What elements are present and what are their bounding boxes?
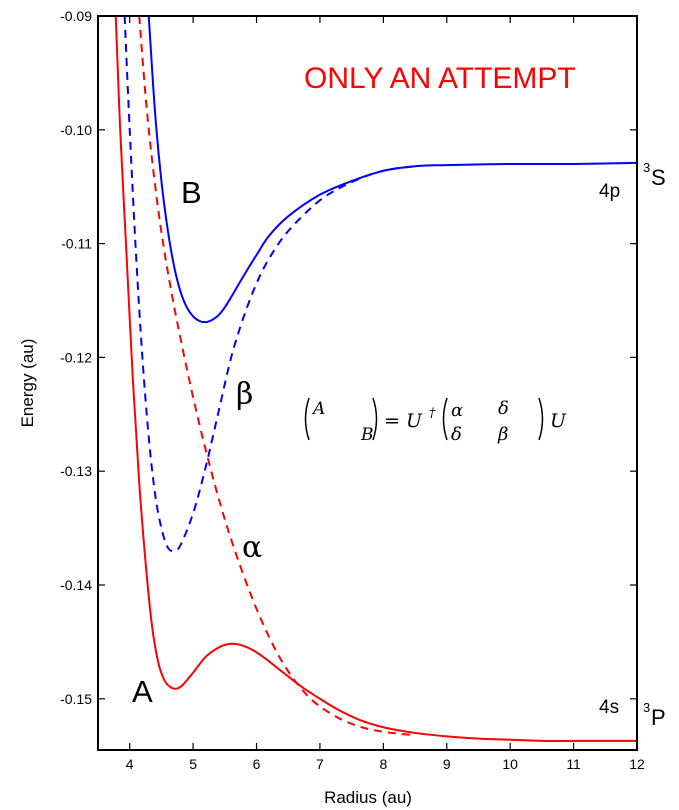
trailing-U: U [550,410,567,432]
x-tick-label: 12 [629,756,645,772]
y-tick-label: -0.10 [60,122,92,138]
state-label-upper: S [651,165,666,190]
state-label-lower-sup: 3 [643,700,650,715]
left-paren-2 [442,397,448,441]
curve-label-B: B [181,175,202,210]
x-axis-label: Radius (au) [324,788,412,807]
matrix-entry-alpha: α [451,400,463,421]
curve-label-alpha: α [242,530,262,565]
series-line-A [114,16,637,742]
x-tick-label: 8 [379,756,387,772]
right-paren-2 [538,397,544,441]
x-tick-label: 7 [316,756,324,772]
matrix-equation: A B = U † α δ δ β U [304,397,567,445]
right-paren-1 [372,397,378,441]
level-label-4p: 4p [599,181,620,202]
x-tick-label: 10 [502,756,518,772]
matrix-entry-delta-top: δ [498,398,509,419]
state-label-lower: P [651,705,666,730]
matrix-entry-A: A [311,399,325,419]
dagger-symbol: † [429,406,436,421]
y-tick-label: -0.14 [60,577,92,593]
y-tick-label: -0.15 [60,691,92,707]
series-line-β [123,16,416,553]
series-line-α [138,16,416,737]
y-tick-label: -0.09 [60,8,92,24]
left-paren-1 [304,397,310,441]
x-tick-label: 6 [253,756,261,772]
state-label-upper-sup: 3 [643,160,650,175]
matrix-entry-delta-bottom: δ [451,424,462,445]
y-tick-label: -0.13 [60,463,92,479]
y-tick-label: -0.12 [60,349,92,365]
x-tick-label: 9 [443,756,451,772]
x-tick-label: 5 [189,756,197,772]
y-tick-label: -0.11 [61,236,92,252]
equals-U: = U [384,410,423,432]
matrix-entry-beta: β [497,424,508,445]
level-label-4s: 4s [599,697,619,718]
ticks-layer: 4 5 6 7 8 9 10 11 12 -0.09 -0.10 -0.11 -0.12 -0.13 -0.… [60,8,645,772]
banner-text: ONLY AN ATTEMPT [304,62,576,95]
x-tick-label: 11 [566,756,581,772]
curve-label-A: A [132,674,153,709]
curves-layer [114,16,637,742]
curve-label-beta: β [236,377,253,412]
x-tick-label: 4 [126,756,134,772]
plot-frame [97,15,638,751]
matrix-entry-B: B [360,425,374,445]
y-axis-label: Energy (au) [18,339,37,428]
